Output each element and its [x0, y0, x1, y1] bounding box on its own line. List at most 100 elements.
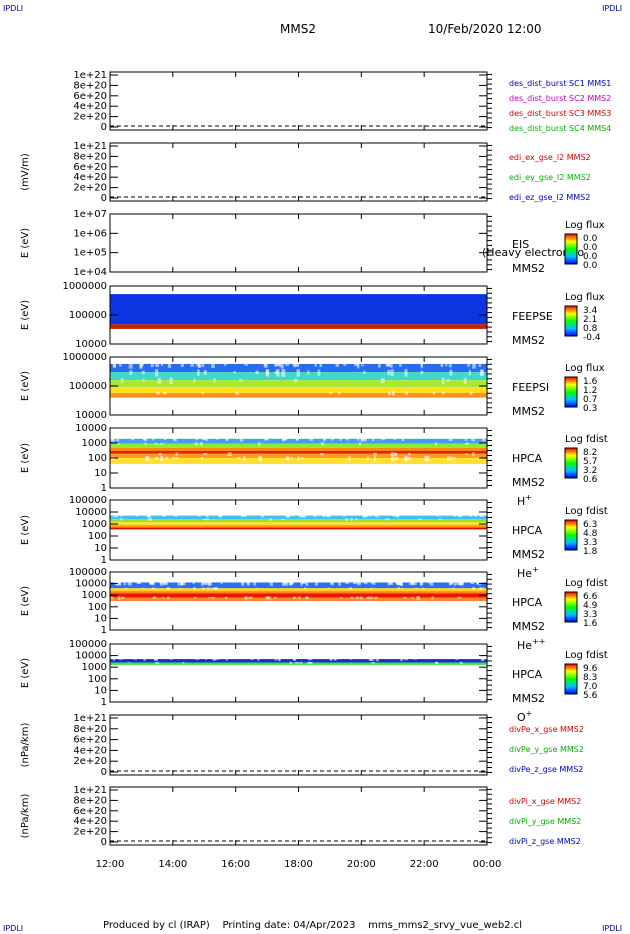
spectro-speckle [133, 658, 138, 660]
spectro-band [110, 522, 487, 526]
y-tick-label: 10000 [75, 339, 107, 350]
spectro-speckle [292, 362, 296, 366]
y-axis-label: (nPa/km) [20, 723, 31, 768]
spectro-speckle [477, 456, 481, 460]
spectro-speckle [243, 514, 247, 517]
spectro-speckle [292, 514, 295, 517]
spectro-speckle [172, 456, 176, 460]
spectro-speckle [124, 587, 129, 589]
panel-frame [109, 643, 488, 703]
spectro-speckle [208, 580, 212, 586]
spectro-speckle [276, 369, 280, 377]
colorbar-title: Log flux [565, 220, 605, 231]
spectro-speckle [299, 661, 303, 664]
spectro-speckle [169, 658, 173, 660]
spectro-speckle [467, 362, 471, 367]
spectro-speckle [215, 658, 220, 660]
spectro-band [110, 392, 487, 398]
colorbar-tick-label: 1.2 [583, 386, 597, 396]
spectro-speckle [201, 361, 205, 367]
spectro-speckle [348, 456, 351, 461]
species-label: He+ [517, 565, 539, 580]
spectro-speckle [128, 360, 133, 369]
spectro-speckle [289, 661, 293, 664]
y-tick-label: 1e+05 [73, 248, 107, 259]
spectro-speckle [258, 442, 261, 446]
colorbar-tick-label: 3.2 [583, 466, 597, 476]
spectro-speckle [255, 587, 258, 589]
legend-entry: divPe_y_gse MMS2 [509, 745, 584, 754]
spectro-speckle [179, 587, 182, 589]
y-tick-label: 10000 [75, 507, 107, 518]
spectro-speckle [244, 362, 249, 366]
spacecraft-label: MMS2 [512, 620, 545, 633]
spectro-band [110, 380, 487, 388]
spectro-speckle [233, 371, 236, 374]
spectro-speckle [307, 658, 311, 661]
spectro-speckle [295, 661, 300, 664]
y-tick-label: 2e+20 [73, 112, 107, 123]
y-tick-label: 1e+07 [73, 209, 107, 220]
spectro-speckle [373, 452, 377, 456]
y-tick-label: 10 [94, 613, 107, 624]
spectro-speckle [458, 515, 463, 517]
spectro-speckle [393, 438, 396, 440]
colorbar-tick-label: 3.4 [583, 306, 598, 316]
colorbar-title: Log fdist [565, 506, 608, 517]
spectro-speckle [479, 587, 484, 590]
spectro-speckle [309, 658, 313, 660]
y-tick-label: 10 [94, 685, 107, 696]
spectro-speckle [370, 596, 374, 599]
spectro-speckle [162, 391, 167, 395]
spectro-speckle [129, 580, 132, 586]
spectro-speckle [127, 580, 131, 586]
spectro-speckle [433, 391, 436, 395]
spectro-band [110, 458, 487, 464]
spectro-speckle [213, 378, 216, 383]
spectro-speckle [429, 580, 434, 586]
spectro-speckle [119, 514, 123, 517]
spectro-band [110, 515, 487, 520]
panel-frame [109, 71, 488, 131]
spectro-speckle [449, 581, 454, 584]
panel-frame [109, 142, 488, 202]
y-tick-label: 100000 [69, 310, 107, 321]
spectro-speckle [424, 455, 428, 462]
spectro-speckle [412, 580, 417, 585]
spectro-speckle [326, 514, 331, 517]
y-tick-label: 100 [88, 531, 107, 542]
spectro-band [110, 527, 487, 530]
spectro-speckle [167, 361, 172, 368]
spectro-speckle [483, 443, 486, 445]
spectro-speckle [411, 596, 414, 599]
spectro-speckle [478, 580, 482, 586]
spectro-speckle [116, 580, 120, 586]
y-tick-label: 2e+20 [73, 183, 107, 194]
x-tick-label: 00:00 [473, 859, 502, 870]
colorbar-tick-label: 0.8 [583, 324, 598, 334]
colorbar-tick-label: 8.3 [583, 673, 597, 683]
legend-entry: divPi_z_gse MMS2 [509, 837, 581, 846]
spectro-speckle [269, 580, 273, 586]
spectro-speckle [390, 452, 395, 457]
colorbar-tick-label: 4.9 [583, 601, 598, 611]
spectro-speckle [285, 514, 290, 517]
y-tick-label: 1e+21 [73, 785, 107, 796]
spectro-speckle [289, 580, 294, 586]
panel-frame [109, 786, 488, 846]
spectro-speckle [154, 442, 158, 445]
spectro-speckle [434, 442, 437, 446]
spectro-speckle [378, 361, 381, 368]
spectro-speckle [165, 587, 169, 589]
spectro-speckle [350, 518, 353, 521]
spectro-speckle [120, 378, 124, 384]
spectro-speckle [298, 596, 301, 600]
spectro-speckle [390, 369, 394, 377]
spectro-band [110, 324, 487, 329]
spectro-speckle [207, 597, 212, 599]
spectro-speckle [345, 581, 350, 585]
spectro-speckle [225, 658, 229, 661]
y-tick-label: 1 [101, 555, 107, 566]
spectro-speckle [369, 587, 373, 589]
y-tick-label: 1000000 [62, 352, 107, 363]
